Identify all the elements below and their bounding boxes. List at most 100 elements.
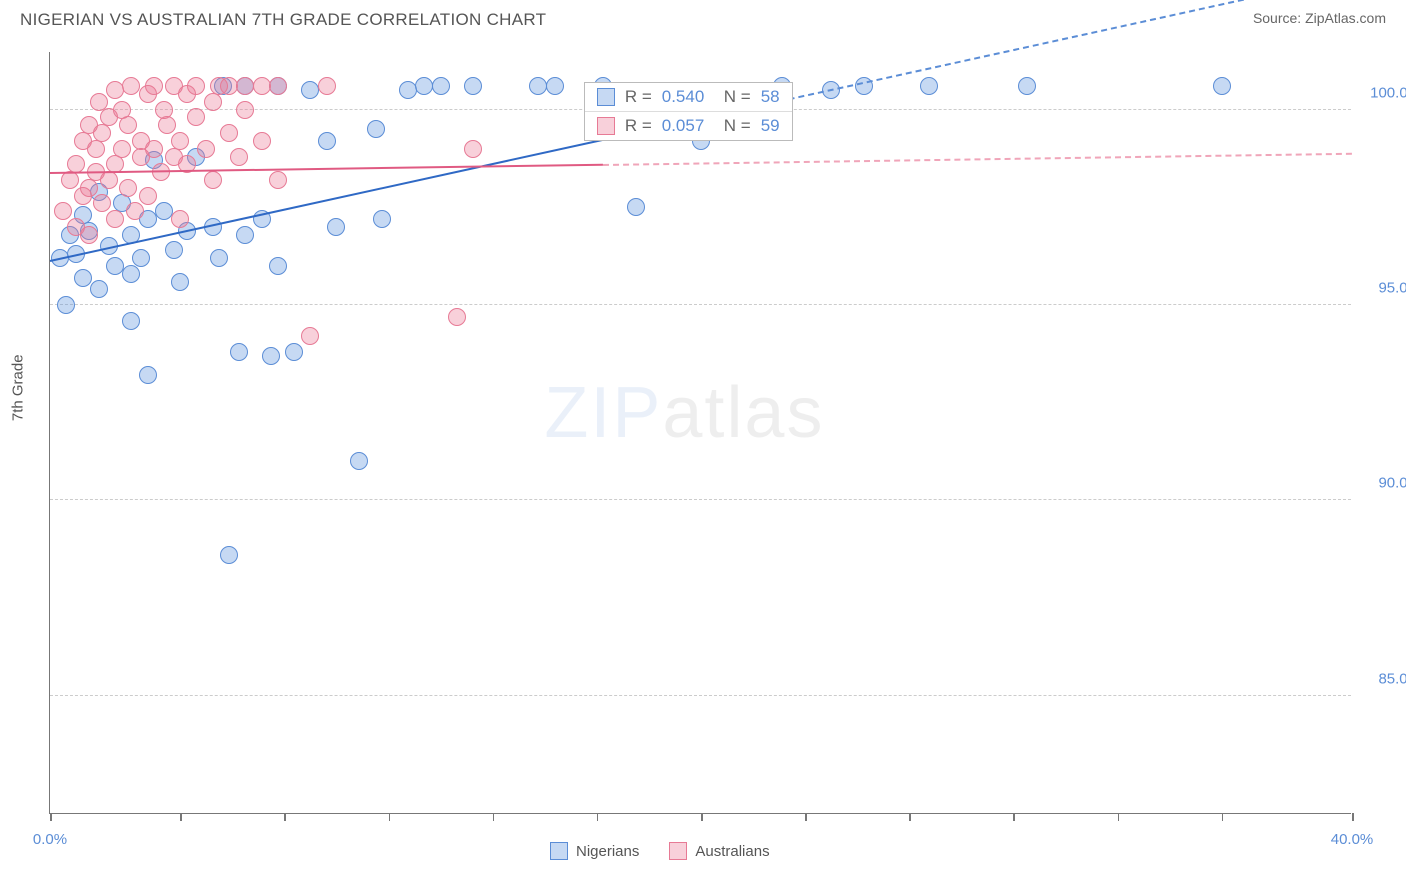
scatter-point (220, 546, 238, 564)
scatter-point (87, 140, 105, 158)
scatter-point (106, 81, 124, 99)
scatter-point (119, 116, 137, 134)
scatter-point (318, 77, 336, 95)
n-value: 59 (761, 116, 780, 136)
x-tick (701, 813, 703, 821)
scatter-point (920, 77, 938, 95)
x-tick-label: 0.0% (33, 831, 67, 848)
scatter-point (230, 148, 248, 166)
n-label: N = (724, 87, 751, 107)
scatter-point (220, 124, 238, 142)
stats-swatch (597, 88, 615, 106)
scatter-point (93, 124, 111, 142)
watermark-brand-a: ZIP (544, 373, 662, 453)
x-tick (493, 813, 495, 821)
scatter-point (464, 77, 482, 95)
scatter-point (171, 273, 189, 291)
r-label: R = (625, 87, 652, 107)
n-value: 58 (761, 87, 780, 107)
legend-label: Nigerians (576, 843, 639, 860)
scatter-point (158, 116, 176, 134)
scatter-point (100, 171, 118, 189)
y-tick-label: 100.0% (1370, 84, 1406, 101)
watermark: ZIPatlas (544, 372, 824, 454)
chart-title: NIGERIAN VS AUSTRALIAN 7TH GRADE CORRELA… (20, 10, 546, 30)
x-tick (1118, 813, 1120, 821)
scatter-point (301, 327, 319, 345)
scatter-point (318, 132, 336, 150)
x-tick (1013, 813, 1015, 821)
r-value: 0.057 (662, 116, 714, 136)
scatter-point (80, 226, 98, 244)
y-axis-label: 7th Grade (10, 354, 27, 421)
legend-swatch (669, 842, 687, 860)
scatter-point (627, 198, 645, 216)
gridline (50, 304, 1351, 305)
y-tick-label: 85.0% (1378, 670, 1406, 687)
scatter-point (285, 343, 303, 361)
scatter-point (122, 265, 140, 283)
x-tick (1222, 813, 1224, 821)
stats-box: R =0.540N =58R =0.057N =59 (584, 82, 793, 141)
scatter-point (464, 140, 482, 158)
scatter-point (171, 210, 189, 228)
x-tick (1352, 813, 1354, 821)
x-tick (805, 813, 807, 821)
scatter-point (546, 77, 564, 95)
scatter-point (230, 343, 248, 361)
legend-label: Australians (695, 843, 769, 860)
source-label: Source: ZipAtlas.com (1253, 10, 1386, 30)
gridline (50, 499, 1351, 500)
r-label: R = (625, 116, 652, 136)
scatter-point (236, 226, 254, 244)
scatter-point (373, 210, 391, 228)
scatter-point (139, 366, 157, 384)
scatter-point (269, 77, 287, 95)
scatter-point (93, 194, 111, 212)
x-tick-label: 40.0% (1331, 831, 1374, 848)
x-tick (180, 813, 182, 821)
scatter-point (54, 202, 72, 220)
gridline (50, 695, 1351, 696)
scatter-point (327, 218, 345, 236)
scatter-point (106, 210, 124, 228)
y-tick-label: 90.0% (1378, 475, 1406, 492)
scatter-point (236, 101, 254, 119)
scatter-point (119, 179, 137, 197)
scatter-point (367, 120, 385, 138)
scatter-point (1018, 77, 1036, 95)
x-tick (597, 813, 599, 821)
scatter-point (187, 77, 205, 95)
scatter-point (126, 202, 144, 220)
scatter-point (165, 241, 183, 259)
scatter-point (74, 269, 92, 287)
scatter-point (301, 81, 319, 99)
stats-swatch (597, 117, 615, 135)
scatter-point (145, 77, 163, 95)
scatter-point (399, 81, 417, 99)
legend-item: Australians (669, 842, 769, 860)
scatter-point (139, 187, 157, 205)
scatter-point (432, 77, 450, 95)
trendline (50, 164, 603, 174)
scatter-point (204, 93, 222, 111)
scatter-point (210, 249, 228, 267)
watermark-brand-b: atlas (662, 373, 824, 453)
n-label: N = (724, 116, 751, 136)
scatter-point (262, 347, 280, 365)
scatter-point (1213, 77, 1231, 95)
scatter-point (171, 132, 189, 150)
x-tick (909, 813, 911, 821)
scatter-point (448, 308, 466, 326)
y-tick-label: 95.0% (1378, 280, 1406, 297)
trendline (603, 153, 1352, 166)
scatter-point (269, 257, 287, 275)
scatter-point (80, 179, 98, 197)
scatter-point (197, 140, 215, 158)
x-tick (284, 813, 286, 821)
scatter-point (132, 249, 150, 267)
scatter-point (113, 140, 131, 158)
scatter-point (57, 296, 75, 314)
scatter-point (350, 452, 368, 470)
legend-swatch (550, 842, 568, 860)
